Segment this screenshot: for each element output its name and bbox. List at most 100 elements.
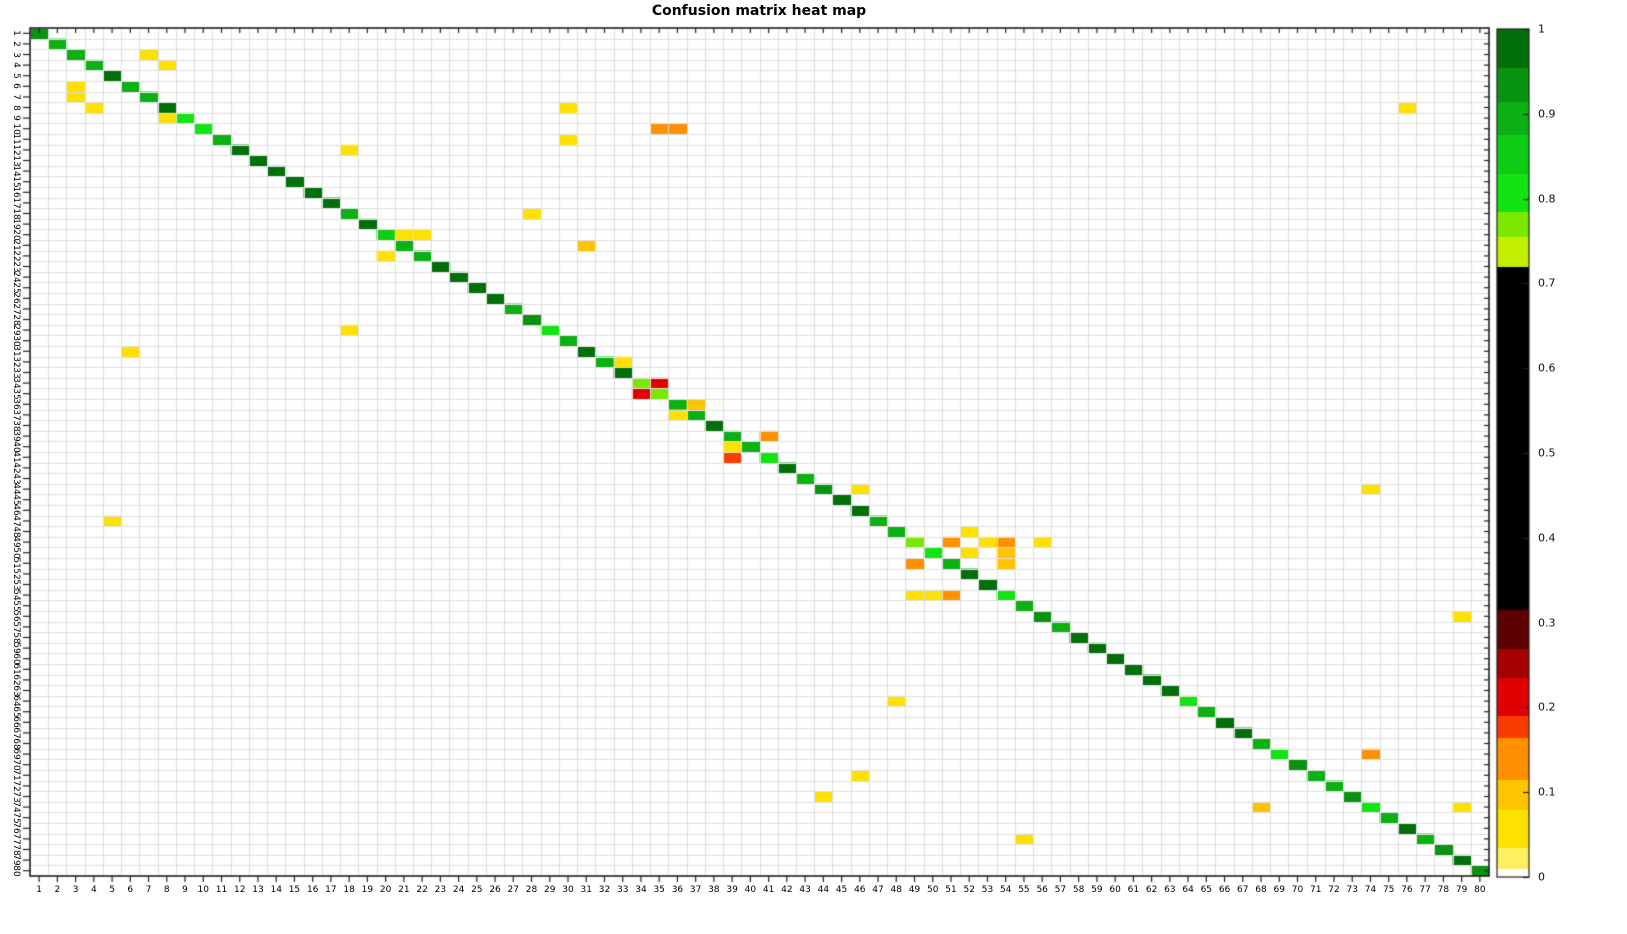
y-tick-label: 52 [11, 568, 21, 580]
x-tick-label: 47 [872, 885, 884, 895]
x-tick-label: 76 [1401, 885, 1413, 895]
x-tick-label: 66 [1218, 885, 1231, 895]
y-tick-label: 74 [11, 801, 21, 813]
y-tick-label: 22 [11, 250, 21, 262]
x-tick-label: 4 [90, 885, 97, 895]
x-tick-label: 80 [1474, 885, 1486, 895]
x-tick-label: 10 [197, 885, 209, 895]
x-tick-label: 34 [635, 885, 647, 895]
x-tick-label: 65 [1200, 885, 1213, 895]
y-tick-label: 5 [11, 72, 21, 79]
x-tick-label: 23 [434, 885, 447, 895]
x-tick-label: 74 [1364, 885, 1377, 895]
x-tick-label: 18 [343, 885, 355, 895]
y-tick-label: 32 [11, 356, 21, 368]
y-tick-label: 27 [11, 303, 21, 315]
y-tick-label: 2 [11, 41, 21, 47]
x-tick-label: 30 [562, 885, 574, 895]
x-tick-label: 6 [127, 885, 134, 895]
y-tick-label: 80 [11, 864, 21, 877]
x-tick-label: 38 [708, 885, 720, 895]
x-tick-label: 46 [854, 885, 866, 895]
x-tick-label: 20 [379, 885, 392, 895]
x-tick-label: 31 [580, 885, 592, 895]
colorbar-tick-label: 0.2 [1538, 700, 1556, 714]
x-tick-label: 16 [306, 885, 319, 895]
y-tick-label: 4 [11, 62, 21, 68]
x-tick-label: 8 [163, 885, 170, 895]
y-tick-label: 34 [11, 377, 21, 389]
x-tick-label: 7 [145, 885, 152, 895]
x-tick-label: 52 [963, 885, 975, 895]
colorbar-tick-label: 0.5 [1538, 446, 1556, 460]
colorbar-tick-label: 0.3 [1538, 616, 1556, 630]
x-tick-label: 53 [981, 885, 994, 895]
x-tick-label: 42 [781, 885, 793, 895]
x-tick-label: 68 [1255, 885, 1267, 895]
x-tick-label: 78 [1437, 885, 1450, 895]
x-tick-label: 27 [507, 885, 520, 895]
y-tick-label: 8 [11, 104, 21, 111]
colorbar-tick-label: 0.6 [1538, 361, 1556, 375]
y-tick-label: 6 [11, 83, 21, 90]
x-tick-label: 2 [54, 885, 61, 895]
x-tick-label: 37 [689, 885, 702, 895]
x-tick-label: 75 [1382, 885, 1395, 895]
x-tick-label: 44 [817, 885, 830, 895]
colorbar-tick-label: 0 [1538, 870, 1545, 884]
y-tick-label: 49 [11, 536, 21, 548]
colorbar-tick-label: 0.7 [1538, 276, 1556, 290]
y-tick-label: 57 [11, 621, 21, 633]
x-tick-label: 19 [361, 885, 374, 895]
x-tick-label: 39 [726, 885, 738, 895]
y-tick-label: 62 [11, 674, 21, 686]
y-tick-label: 44 [11, 483, 21, 495]
y-tick-label: 37 [11, 409, 21, 421]
x-tick-label: 9 [182, 885, 188, 895]
x-tick-label: 14 [270, 885, 282, 895]
y-tick-label: 47 [11, 515, 21, 527]
y-tick-label: 17 [11, 197, 21, 209]
x-tick-label: 61 [1127, 885, 1140, 895]
x-tick-label: 3 [72, 885, 79, 895]
x-tick-label: 5 [109, 885, 115, 895]
colorbar-tick-label: 0.8 [1538, 192, 1556, 206]
y-tick-label: 29 [11, 324, 21, 336]
colorbar-tick-label: 0.4 [1538, 531, 1556, 545]
y-tick-label: 59 [11, 642, 21, 654]
x-tick-label: 49 [908, 885, 921, 895]
y-tick-label: 9 [11, 115, 21, 121]
x-tick-label: 48 [890, 885, 903, 895]
x-tick-label: 22 [416, 885, 428, 895]
x-tick-label: 72 [1328, 885, 1340, 895]
x-tick-label: 33 [616, 885, 629, 895]
x-tick-label: 35 [653, 885, 665, 895]
x-tick-label: 79 [1455, 885, 1468, 895]
x-tick-label: 57 [1054, 885, 1067, 895]
y-tick-label: 79 [11, 854, 21, 866]
y-tick-label: 19 [11, 218, 21, 230]
y-tick-label: 24 [11, 271, 21, 283]
x-tick-label: 67 [1237, 885, 1249, 895]
x-tick-label: 25 [471, 885, 483, 895]
y-tick-label: 67 [11, 727, 21, 739]
y-tick-label: 3 [11, 51, 21, 58]
x-tick-label: 43 [799, 885, 811, 895]
x-tick-label: 15 [288, 885, 301, 895]
y-tick-label: 14 [11, 165, 21, 177]
x-tick-label: 13 [252, 885, 264, 895]
x-tick-label: 21 [398, 885, 410, 895]
x-tick-label: 59 [1091, 885, 1103, 895]
x-tick-label: 36 [671, 885, 684, 895]
x-tick-label: 56 [1036, 885, 1048, 895]
y-tick-label: 1 [11, 30, 21, 37]
x-tick-label: 28 [525, 885, 538, 895]
colorbar-tick-label: 0.1 [1538, 785, 1556, 799]
x-tick-label: 1 [36, 885, 42, 895]
x-tick-label: 41 [762, 885, 775, 895]
y-tick-label: 64 [11, 695, 21, 707]
x-tick-label: 11 [215, 885, 228, 895]
x-tick-label: 40 [744, 885, 757, 895]
y-tick-label: 54 [11, 589, 21, 601]
